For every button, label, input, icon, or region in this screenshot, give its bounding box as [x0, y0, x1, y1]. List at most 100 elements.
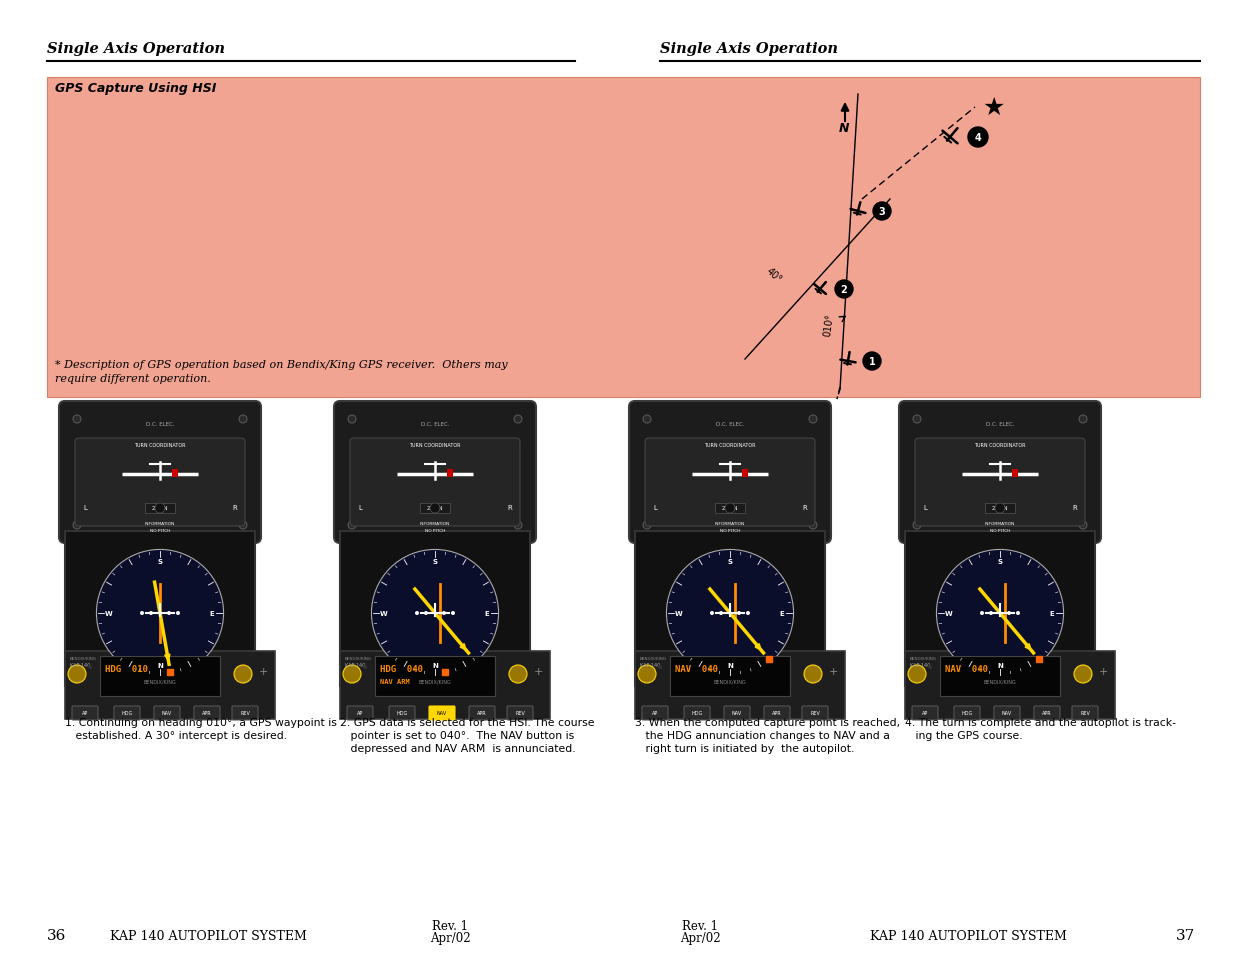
Text: INFORMATION: INFORMATION — [144, 521, 175, 525]
Circle shape — [68, 665, 86, 683]
Circle shape — [424, 612, 429, 616]
Text: NO PITCH: NO PITCH — [149, 529, 170, 533]
FancyBboxPatch shape — [1072, 706, 1098, 720]
Text: BENDIX/KING: BENDIX/KING — [714, 679, 746, 684]
Text: KAP 140: KAP 140 — [640, 662, 661, 667]
Text: S: S — [998, 558, 1003, 565]
Text: W: W — [674, 610, 682, 617]
Text: depressed and NAV ARM  is annunciated.: depressed and NAV ARM is annunciated. — [340, 743, 576, 753]
FancyBboxPatch shape — [154, 706, 180, 720]
Text: 1. Continuing on heading 010°, a GPS waypoint is: 1. Continuing on heading 010°, a GPS way… — [65, 718, 337, 727]
Text: HDG: HDG — [692, 711, 703, 716]
Text: BENDIX/KING: BENDIX/KING — [983, 679, 1016, 684]
FancyBboxPatch shape — [347, 706, 373, 720]
Text: BENDIX/KING: BENDIX/KING — [640, 657, 667, 660]
Circle shape — [415, 612, 419, 616]
Text: BENDIX/KING: BENDIX/KING — [143, 679, 177, 684]
Text: REV: REV — [515, 711, 525, 716]
Text: KAP 140: KAP 140 — [345, 662, 366, 667]
Text: +: + — [534, 666, 542, 677]
Text: N: N — [997, 661, 1003, 668]
FancyBboxPatch shape — [232, 706, 258, 720]
Text: •: • — [926, 660, 934, 675]
Bar — [375, 657, 495, 697]
Circle shape — [809, 416, 818, 423]
Text: 3. When the computed capture point is reached,: 3. When the computed capture point is re… — [635, 718, 900, 727]
FancyBboxPatch shape — [75, 438, 245, 526]
Circle shape — [156, 503, 165, 514]
FancyBboxPatch shape — [114, 706, 140, 720]
Circle shape — [936, 550, 1063, 677]
Circle shape — [643, 416, 651, 423]
Text: +: + — [829, 666, 837, 677]
FancyBboxPatch shape — [72, 706, 98, 720]
Text: D.C. ELEC.: D.C. ELEC. — [986, 421, 1014, 426]
Circle shape — [913, 416, 921, 423]
Bar — [340, 532, 530, 686]
Circle shape — [1074, 665, 1092, 683]
Circle shape — [746, 612, 750, 616]
Text: require different operation.: require different operation. — [56, 374, 211, 384]
FancyBboxPatch shape — [899, 401, 1100, 543]
Text: AP: AP — [357, 711, 363, 716]
Circle shape — [643, 521, 651, 530]
Bar — [47, 78, 1200, 397]
Text: R: R — [508, 504, 513, 511]
Bar — [940, 657, 1060, 697]
FancyBboxPatch shape — [684, 706, 710, 720]
FancyBboxPatch shape — [629, 401, 831, 543]
FancyBboxPatch shape — [645, 438, 815, 526]
Text: ing the GPS course.: ing the GPS course. — [905, 730, 1023, 740]
FancyBboxPatch shape — [389, 706, 415, 720]
Text: R: R — [803, 504, 808, 511]
FancyBboxPatch shape — [508, 706, 534, 720]
Circle shape — [908, 665, 926, 683]
FancyBboxPatch shape — [194, 706, 220, 720]
Circle shape — [96, 550, 224, 677]
Text: NAV ARM: NAV ARM — [380, 679, 410, 684]
FancyBboxPatch shape — [333, 401, 536, 543]
Text: KAP 140: KAP 140 — [910, 662, 930, 667]
Text: Single Axis Operation: Single Axis Operation — [47, 42, 225, 56]
Circle shape — [968, 128, 988, 148]
Text: L: L — [358, 504, 362, 511]
Circle shape — [343, 665, 361, 683]
Text: * Description of GPS operation based on Bendix/King GPS receiver.  Others may: * Description of GPS operation based on … — [56, 359, 508, 370]
FancyBboxPatch shape — [469, 706, 495, 720]
Circle shape — [73, 416, 82, 423]
Text: W: W — [105, 610, 112, 617]
Text: APR: APR — [772, 711, 782, 716]
Text: AP: AP — [921, 711, 929, 716]
Text: NAV  040: NAV 040 — [676, 665, 718, 674]
Text: ★: ★ — [983, 96, 1005, 120]
Text: N: N — [727, 661, 732, 668]
FancyBboxPatch shape — [994, 706, 1020, 720]
Text: GPS Capture Using HSI: GPS Capture Using HSI — [56, 82, 216, 95]
Bar — [100, 657, 220, 697]
Circle shape — [233, 665, 252, 683]
Circle shape — [1007, 612, 1011, 616]
Text: L: L — [923, 504, 927, 511]
Text: R: R — [1073, 504, 1077, 511]
Text: NO PITCH: NO PITCH — [989, 529, 1010, 533]
Text: S: S — [727, 558, 732, 565]
Circle shape — [804, 665, 823, 683]
FancyBboxPatch shape — [429, 706, 454, 720]
Text: •: • — [86, 660, 94, 675]
Circle shape — [177, 612, 180, 616]
Text: NAV  040: NAV 040 — [945, 665, 988, 674]
Bar — [715, 503, 745, 514]
Bar — [905, 651, 1115, 720]
Text: +: + — [1098, 666, 1108, 677]
Circle shape — [710, 612, 714, 616]
Text: pointer is set to 040°.  The NAV button is: pointer is set to 040°. The NAV button i… — [340, 730, 574, 740]
Bar — [65, 532, 254, 686]
Text: TURN COORDINATOR: TURN COORDINATOR — [704, 443, 756, 448]
Text: Single Axis Operation: Single Axis Operation — [659, 42, 839, 56]
Text: Rev. 1: Rev. 1 — [432, 919, 468, 932]
Text: 36: 36 — [47, 928, 67, 942]
Text: NAV: NAV — [162, 711, 172, 716]
Text: E: E — [209, 610, 214, 617]
Text: 1: 1 — [868, 356, 876, 367]
Circle shape — [348, 521, 356, 530]
